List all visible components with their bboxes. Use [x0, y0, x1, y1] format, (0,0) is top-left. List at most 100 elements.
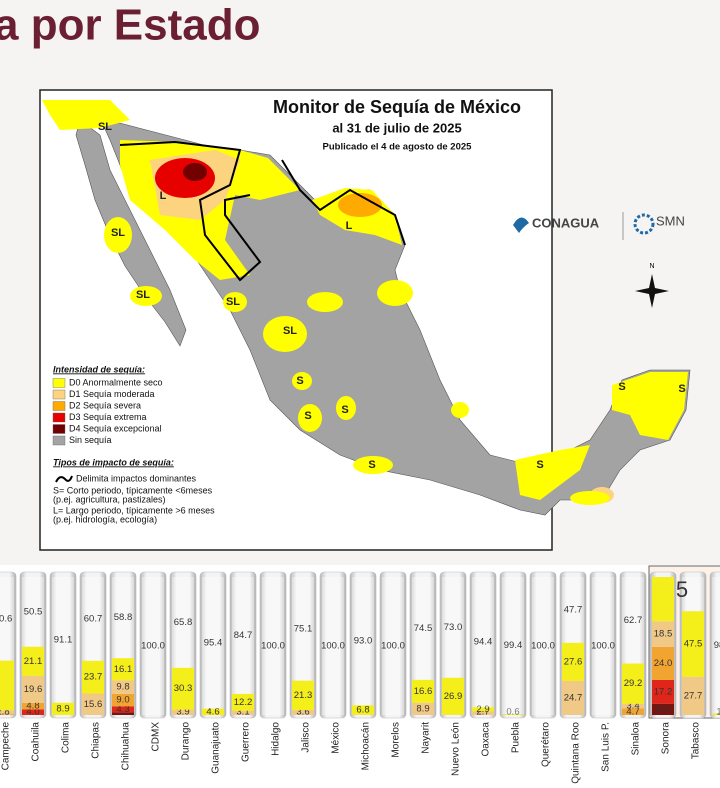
bar-segment	[412, 577, 434, 680]
value-label: 62.7	[624, 615, 643, 626]
bar-tube	[499, 571, 527, 719]
bar-segment	[502, 577, 524, 715]
bar-segment	[22, 577, 44, 647]
category-label: Sonora	[661, 722, 672, 755]
value-label: 12.2	[234, 697, 253, 708]
value-label: 1.1	[716, 707, 720, 718]
legend-label: (p.ej. hidrología, ecología)	[53, 514, 157, 524]
legend-title: Tipos de impacto de sequía:	[53, 457, 174, 467]
bar-segment	[472, 707, 494, 712]
bar-segment	[472, 577, 494, 708]
bar-segment	[442, 677, 464, 715]
bar-segment	[82, 693, 104, 715]
value-label: 15.6	[84, 699, 103, 710]
bar-segment	[652, 703, 674, 715]
drought-area	[130, 286, 162, 306]
value-label: 100.0	[591, 641, 615, 652]
bar-segment	[0, 577, 14, 661]
region-label: S	[618, 381, 625, 393]
value-label: 100.0	[531, 641, 555, 652]
value-label: 73.0	[444, 622, 463, 633]
value-label: 26.9	[444, 691, 463, 702]
value-label: 9.8	[116, 682, 129, 693]
value-label: 93.0	[354, 636, 373, 647]
drought-area	[104, 217, 132, 253]
value-label: 4.0	[26, 707, 39, 718]
drought-area	[338, 193, 382, 217]
value-label: 58.8	[114, 612, 133, 623]
region-label: SL	[111, 227, 125, 239]
category-label: México	[331, 722, 342, 754]
region-label: SL	[283, 325, 297, 337]
drought-area	[307, 292, 343, 312]
value-label: 17.2	[654, 686, 673, 697]
bar-segment	[112, 712, 134, 715]
bar-segment	[592, 577, 614, 715]
bar-tube	[229, 571, 257, 719]
bar-segment	[202, 577, 224, 709]
drought-area	[515, 445, 590, 500]
bar-segment	[472, 711, 494, 715]
drought-area	[377, 280, 413, 306]
category-label: Nayarit	[421, 722, 432, 754]
region-label: S	[296, 375, 303, 387]
value-label: 3.4	[626, 701, 639, 712]
bar-tube	[199, 571, 227, 719]
value-label: 27.6	[564, 656, 583, 667]
drought-area	[612, 372, 688, 440]
bar-tube	[379, 571, 407, 719]
drought-area	[263, 316, 307, 352]
legend-label: D4 Sequía excepcional	[69, 423, 162, 433]
bar-segment	[622, 663, 644, 704]
value-label: 8.9	[416, 703, 429, 714]
region-label: S	[368, 459, 375, 471]
bar-segment	[712, 577, 720, 714]
bar-segment	[532, 577, 554, 715]
drought-area	[353, 456, 393, 474]
bar-segment	[82, 577, 104, 661]
category-label: Quintana Roo	[571, 722, 582, 784]
category-label: Michoacán	[361, 722, 372, 770]
legend-swatch	[52, 389, 66, 400]
category-label: San Luis P.	[601, 722, 612, 772]
legend-label: Delimita impactos dominantes	[76, 473, 197, 483]
region-label: S	[341, 404, 348, 416]
bar-tube	[349, 571, 377, 719]
category-label: Tabasco	[691, 722, 702, 760]
bar-segment	[562, 577, 584, 643]
bar-segment	[262, 577, 284, 715]
bar-segment	[112, 658, 134, 681]
value-label: 3.1	[236, 707, 249, 718]
bar-segment	[232, 577, 254, 694]
region-label: S	[678, 383, 685, 395]
value-label: 95.4	[204, 637, 223, 648]
bar-segment	[22, 646, 44, 676]
legend-label: Sin sequía	[69, 435, 112, 445]
bar-segment	[0, 660, 14, 711]
region-label: S	[304, 410, 311, 422]
legend-label: D3 Sequía extrema	[69, 412, 147, 422]
smn-logo	[633, 213, 655, 235]
chart: 0.6 2.8 60.6 Campeche 4.04.8 19.6 21.1 50.5 Coah…	[0, 571, 720, 784]
legend-label: D0 Anormalmente seco	[69, 377, 163, 387]
legend-swatch	[52, 401, 66, 411]
category-label: Coahuila	[31, 722, 42, 762]
value-label: 94.4	[474, 637, 493, 648]
bar-segment	[112, 577, 134, 659]
value-label: 21.3	[294, 690, 313, 701]
bar-segment	[502, 714, 524, 715]
category-label: Guanajuato	[211, 722, 222, 774]
value-label: 50.5	[24, 606, 43, 617]
value-label: 4.6	[206, 706, 219, 717]
legend-swatch	[52, 424, 66, 434]
drought-area	[42, 100, 130, 130]
value-label: 3.9	[176, 707, 189, 718]
value-label: 24.7	[564, 692, 583, 703]
legend-label: D1 Sequía moderada	[69, 389, 155, 399]
category-label: Nuevo León	[451, 722, 462, 776]
value-label: 98.9	[714, 640, 720, 651]
category-label: Sinaloa	[631, 722, 642, 756]
value-label: 47.5	[684, 639, 703, 650]
bar-segment	[712, 713, 720, 715]
